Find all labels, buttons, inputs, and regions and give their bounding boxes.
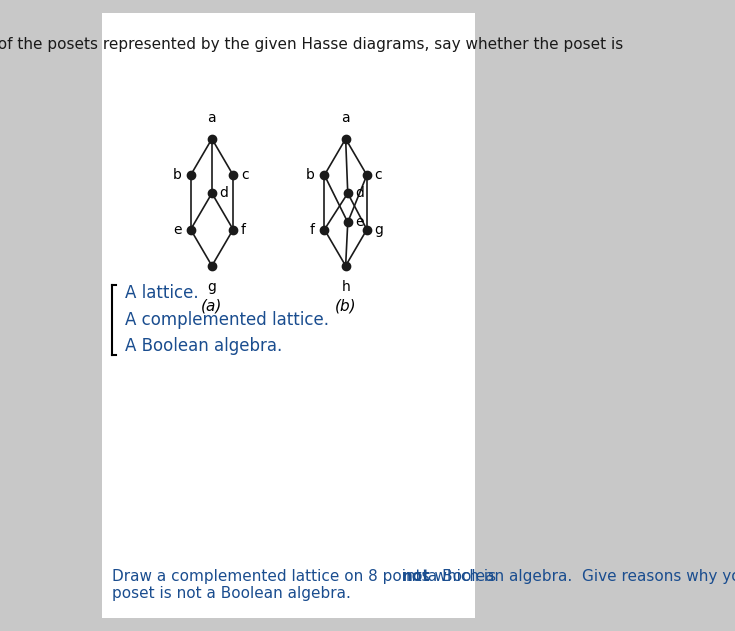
Polygon shape: [101, 13, 475, 618]
Text: a: a: [207, 111, 216, 125]
Text: h: h: [341, 280, 350, 293]
Text: c: c: [241, 168, 248, 182]
Text: (a): (a): [201, 298, 223, 314]
Text: e: e: [356, 215, 364, 229]
Text: A complemented lattice.: A complemented lattice.: [125, 311, 329, 329]
Text: g: g: [375, 223, 384, 237]
Text: a Boolean algebra.  Give reasons why your: a Boolean algebra. Give reasons why your: [423, 569, 735, 584]
Text: (b): (b): [335, 298, 356, 314]
Text: f: f: [241, 223, 245, 237]
Text: c: c: [375, 168, 382, 182]
Text: poset is not a Boolean algebra.: poset is not a Boolean algebra.: [112, 586, 351, 601]
Text: f: f: [310, 223, 315, 237]
Text: A lattice.: A lattice.: [125, 285, 198, 302]
Text: a: a: [341, 111, 350, 125]
Text: g: g: [207, 280, 216, 293]
Text: d: d: [220, 186, 229, 200]
Text: b: b: [306, 168, 315, 182]
Text: not: not: [402, 569, 431, 584]
Text: d: d: [356, 186, 365, 200]
Text: e: e: [173, 223, 182, 237]
Text: For each of the posets represented by the given Hasse diagrams, say whether the : For each of the posets represented by th…: [0, 37, 624, 52]
Text: Draw a complemented lattice on 8 points which is: Draw a complemented lattice on 8 points …: [112, 569, 501, 584]
Text: b: b: [173, 168, 182, 182]
Text: A Boolean algebra.: A Boolean algebra.: [125, 338, 282, 355]
